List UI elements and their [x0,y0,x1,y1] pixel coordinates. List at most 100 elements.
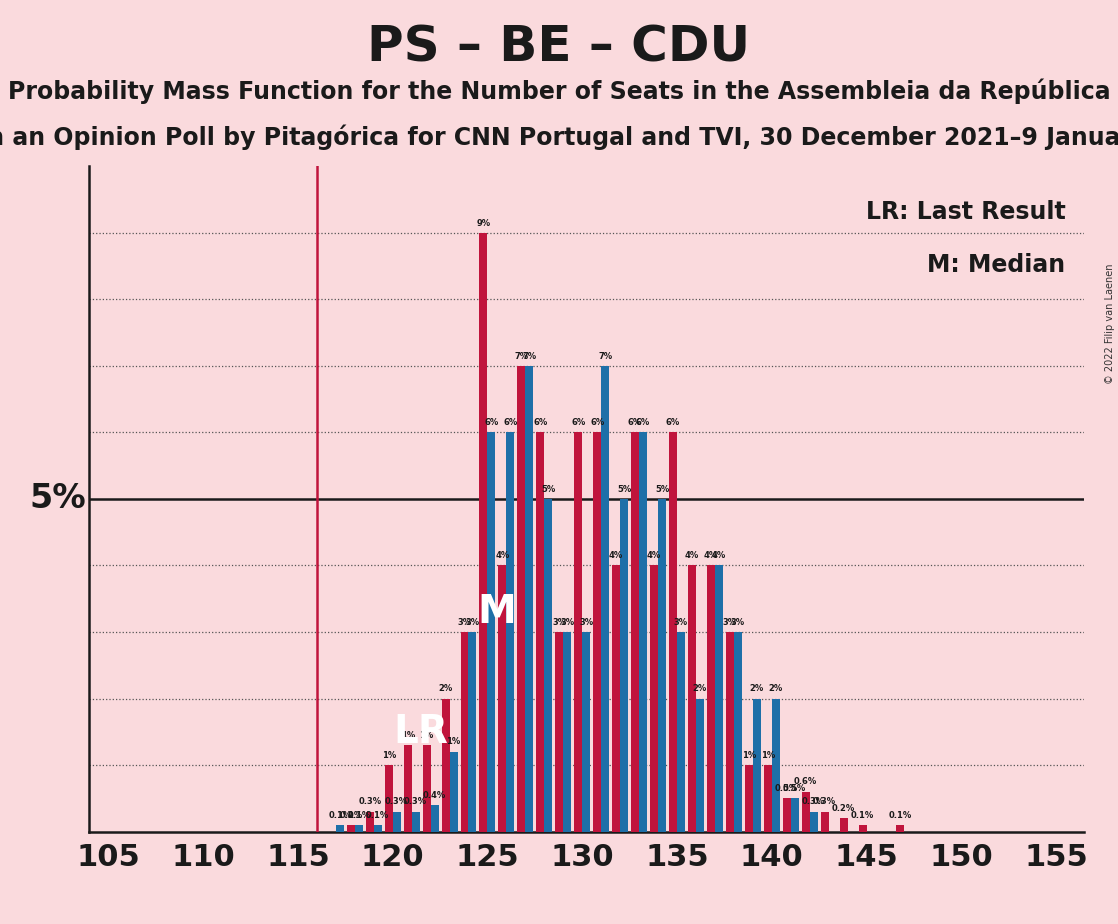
Text: M: Median: M: Median [928,253,1065,277]
Text: 0.4%: 0.4% [423,791,446,799]
Text: 0.1%: 0.1% [339,810,362,820]
Text: 3%: 3% [457,617,472,626]
Bar [518,366,525,832]
Text: on an Opinion Poll by Pitagórica for CNN Portugal and TVI, 30 December 2021–9 Ja: on an Opinion Poll by Pitagórica for CNN… [0,125,1118,151]
Bar [537,432,544,832]
Text: 6%: 6% [484,418,499,427]
Text: 0.3%: 0.3% [385,797,408,807]
Bar [354,825,362,832]
Bar [802,792,809,832]
Text: 1%: 1% [741,750,756,760]
Bar [499,565,506,832]
Text: 0.3%: 0.3% [404,797,427,807]
Bar [468,632,476,832]
Text: 4%: 4% [647,551,661,560]
Bar [480,233,487,832]
Text: 7%: 7% [598,351,613,360]
Bar [347,825,354,832]
Bar [764,765,771,832]
Bar [423,745,430,832]
Bar [840,819,847,832]
Bar [366,811,373,832]
Text: 0.3%: 0.3% [802,797,825,807]
Text: 1%: 1% [760,750,775,760]
Text: LR: LR [394,712,448,751]
Text: 0.5%: 0.5% [783,784,806,793]
Text: PS – BE – CDU: PS – BE – CDU [368,23,750,71]
Bar [669,432,678,832]
Bar [556,632,563,832]
Text: 3%: 3% [465,617,480,626]
Text: 4%: 4% [703,551,718,560]
Bar [783,798,790,832]
Bar [752,699,760,832]
Text: 2%: 2% [750,684,764,693]
Bar [620,499,628,832]
Text: 4%: 4% [495,551,510,560]
Bar [601,366,609,832]
Bar [695,699,704,832]
Text: 0.1%: 0.1% [366,810,389,820]
Bar [563,632,571,832]
Text: 1%: 1% [419,731,434,740]
Text: 0.2%: 0.2% [832,804,855,813]
Bar [449,752,457,832]
Bar [613,565,620,832]
Bar [506,432,514,832]
Text: 2%: 2% [693,684,707,693]
Text: 2%: 2% [438,684,453,693]
Bar [821,811,828,832]
Text: 2%: 2% [768,684,783,693]
Text: 6%: 6% [666,418,680,427]
Bar [385,765,392,832]
Bar [659,499,666,832]
Bar [688,565,695,832]
Text: M: M [477,593,517,631]
Text: 0.3%: 0.3% [358,797,381,807]
Bar [594,432,601,832]
Bar [335,825,344,832]
Bar [745,765,752,832]
Text: 3%: 3% [579,617,594,626]
Text: 3%: 3% [674,617,688,626]
Bar [430,805,438,832]
Bar [733,632,742,832]
Bar [859,825,866,832]
Bar [392,811,400,832]
Bar [575,432,582,832]
Bar [809,811,817,832]
Bar [726,632,733,832]
Text: 0.5%: 0.5% [775,784,798,793]
Bar [544,499,552,832]
Text: 0.1%: 0.1% [889,810,912,820]
Text: 4%: 4% [609,551,623,560]
Bar [373,825,381,832]
Text: 1%: 1% [446,737,461,747]
Bar [639,432,647,832]
Bar [461,632,468,832]
Text: 5%: 5% [655,484,670,493]
Text: 0.6%: 0.6% [794,777,817,786]
Bar [790,798,798,832]
Text: 1%: 1% [400,731,415,740]
Bar [442,699,449,832]
Text: 9%: 9% [476,218,491,227]
Bar [650,565,659,832]
Text: 5%: 5% [617,484,632,493]
Bar [582,632,590,832]
Text: 3%: 3% [731,617,745,626]
Text: 6%: 6% [571,418,586,427]
Bar [631,432,639,832]
Text: 0.1%: 0.1% [329,810,351,820]
Bar [487,432,495,832]
Bar [771,699,779,832]
Text: 6%: 6% [628,418,642,427]
Text: 5%: 5% [541,484,556,493]
Text: 6%: 6% [636,418,651,427]
Text: 7%: 7% [514,351,529,360]
Text: 5%: 5% [29,482,86,516]
Text: 0.1%: 0.1% [347,810,370,820]
Bar [525,366,533,832]
Text: 7%: 7% [522,351,537,360]
Bar [678,632,685,832]
